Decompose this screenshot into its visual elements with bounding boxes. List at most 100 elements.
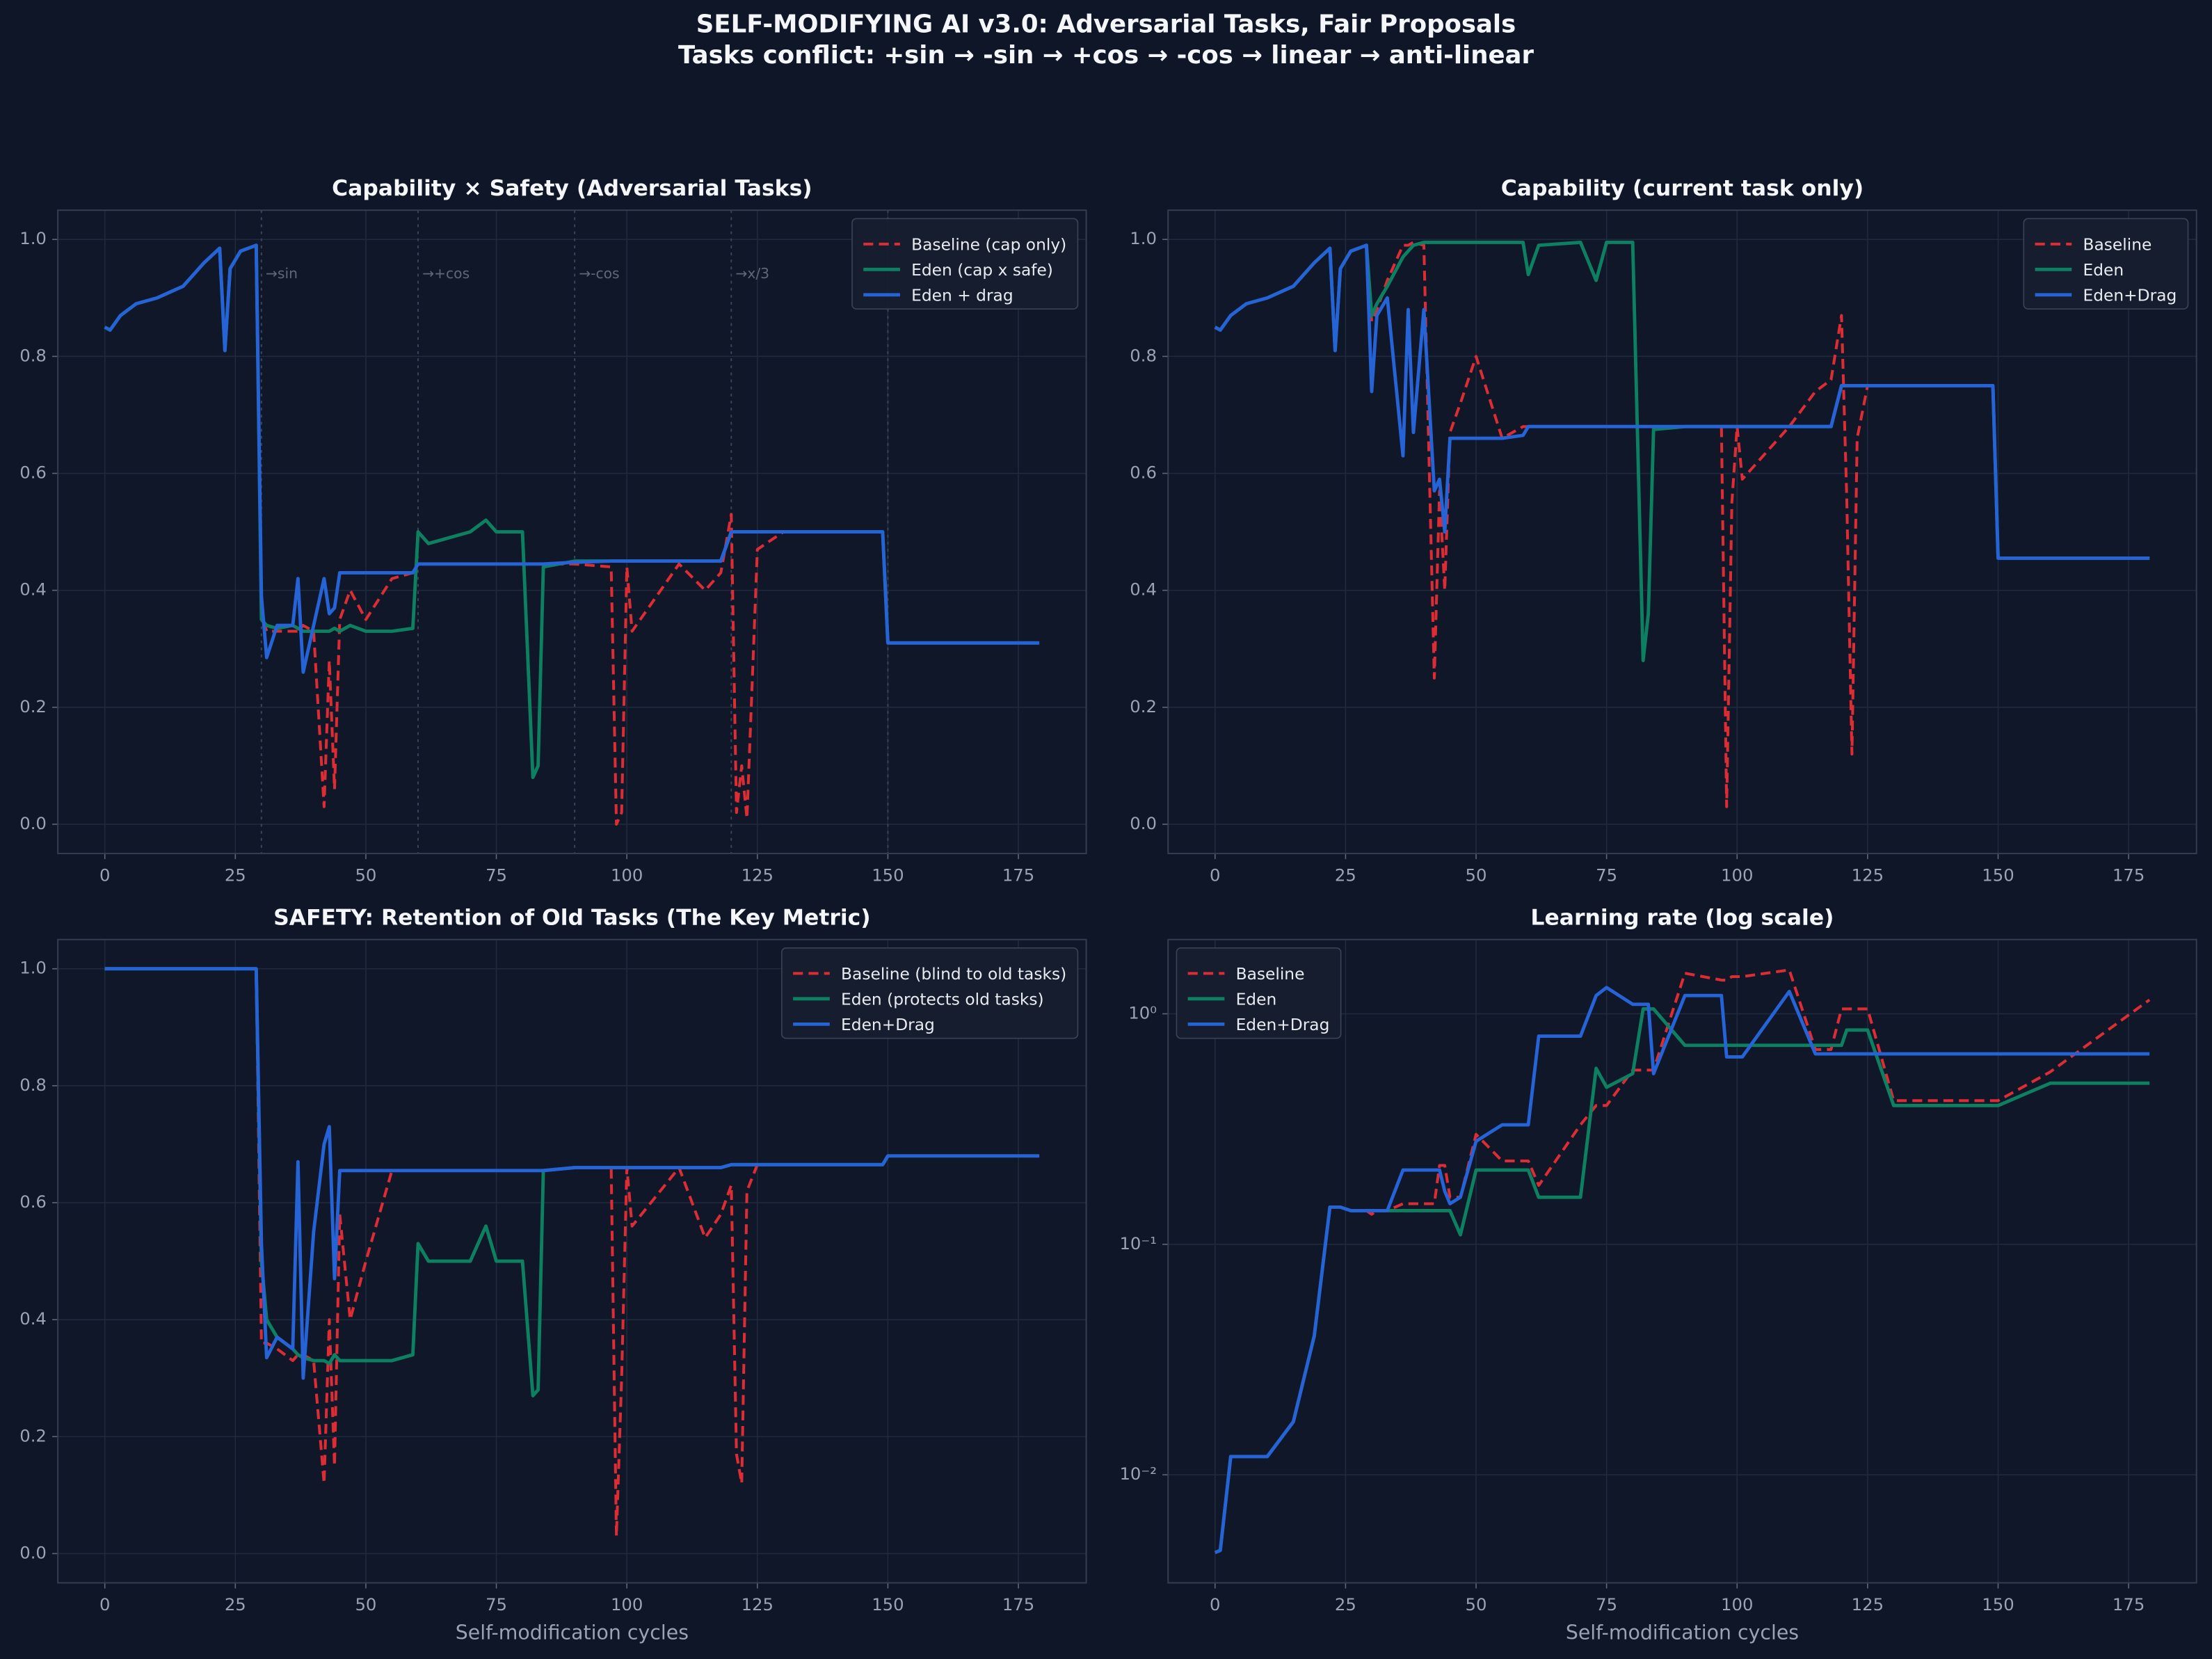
x-tick-label: 25	[1335, 1594, 1356, 1614]
legend-label: Baseline (cap only)	[911, 235, 1066, 254]
x-tick-label: 50	[355, 865, 376, 885]
legend: Baseline Eden Eden+Drag	[1176, 947, 1342, 1039]
x-tick-label: 50	[355, 1594, 376, 1614]
x-tick-label: 150	[1982, 865, 2014, 885]
series-line	[1214, 243, 2150, 560]
axes-frame	[57, 938, 1087, 1584]
y-tick-label: 10⁻¹	[1119, 1233, 1157, 1253]
y-tick-label: 1.0	[19, 228, 47, 248]
legend-label: Eden + drag	[911, 286, 1013, 305]
series-line	[104, 243, 1040, 674]
legend-box	[2023, 218, 2189, 310]
legend-label: Eden	[2083, 261, 2124, 280]
figure-subtitle: Tasks conflict: +sin → -sin → +cos → -co…	[678, 41, 1534, 70]
axes-background	[1168, 210, 2197, 853]
y-tick-label: 1.0	[19, 958, 47, 978]
y-tick-label: 0.6	[19, 463, 47, 483]
legend-box	[781, 947, 1079, 1039]
x-tick-label: 150	[872, 1594, 904, 1614]
x-tick-label: 150	[1982, 1594, 2014, 1614]
annotation: →+cos	[422, 265, 470, 282]
y-tick-label: 0.6	[19, 1192, 47, 1212]
x-tick-label: 100	[611, 865, 643, 885]
legend-label: Eden+Drag	[841, 1016, 935, 1034]
axes-background	[58, 210, 1087, 853]
x-tick-label: 75	[486, 1594, 507, 1614]
x-tick-label: 50	[1466, 865, 1487, 885]
x-tick-label: 0	[99, 1594, 110, 1614]
legend-label: Eden+Drag	[1236, 1016, 1330, 1034]
x-tick-label: 125	[1852, 865, 1884, 885]
x-tick-label: 125	[1852, 1594, 1884, 1614]
x-axis-label: Self-modification cycles	[456, 1621, 689, 1644]
y-tick-label: 0.6	[1130, 463, 1157, 483]
annotation: →sin	[266, 265, 298, 282]
x-tick-label: 175	[2113, 1594, 2145, 1614]
x-tick-label: 25	[1335, 865, 1356, 885]
subplot: 0.0 0.2 0.4 0.6 0.8 1.0 0 25 50 75 100 125 150 175 SAF…	[19, 905, 1087, 1644]
y-tick-label: 0.0	[1130, 813, 1157, 833]
axes-title: SAFETY: Retention of Old Tasks (The Key …	[273, 905, 870, 930]
legend: Baseline (cap only) Eden (cap x safe) Eden…	[851, 218, 1079, 310]
legend-box	[1176, 947, 1342, 1039]
y-tick-label: 10⁻²	[1119, 1464, 1157, 1484]
y-tick-label: 1.0	[1130, 228, 1157, 248]
y-tick-label: 0.4	[19, 579, 47, 600]
legend-label: Eden	[1236, 990, 1277, 1009]
legend: Baseline (blind to old tasks) Eden (prote…	[781, 947, 1079, 1039]
y-tick-label: 0.8	[19, 1075, 47, 1095]
x-tick-label: 175	[1002, 865, 1034, 885]
x-tick-label: 50	[1466, 1594, 1487, 1614]
axes-title: Capability × Safety (Adversarial Tasks)	[332, 176, 812, 201]
y-tick-label: 0.2	[1130, 696, 1157, 716]
y-tick-label: 10⁰	[1128, 1002, 1157, 1023]
legend-label: Baseline	[1236, 965, 1305, 984]
axes-frame	[1167, 938, 2197, 1584]
x-tick-label: 75	[1596, 1594, 1617, 1614]
x-tick-label: 0	[1210, 865, 1220, 885]
y-tick-label: 0.8	[1130, 345, 1157, 365]
y-tick-label: 0.4	[19, 1308, 47, 1329]
axes-frame	[57, 209, 1087, 854]
axes-title: Learning rate (log scale)	[1530, 905, 1834, 930]
x-tick-label: 175	[2113, 865, 2145, 885]
x-tick-label: 75	[1596, 865, 1617, 885]
series-line	[104, 967, 1040, 1380]
x-tick-label: 125	[742, 1594, 774, 1614]
legend-label: Eden (cap x safe)	[911, 261, 1053, 280]
legend-label: Baseline (blind to old tasks)	[841, 965, 1066, 984]
subplot: 0.0 0.2 0.4 0.6 0.8 1.0 0 25 50 75 100 125 150 175 →si…	[19, 176, 1087, 885]
legend-label: Eden (protects old tasks)	[841, 990, 1044, 1009]
x-tick-label: 125	[742, 865, 774, 885]
series-line	[1214, 986, 2150, 1555]
y-tick-label: 0.0	[19, 813, 47, 833]
axes-frame	[1167, 209, 2197, 854]
subplot: 10⁻² 10⁻¹ 10⁰ 0 25 50 75 100 125 150 175 Learning r…	[1119, 905, 2197, 1644]
legend-label: Baseline	[2083, 235, 2151, 254]
y-tick-label: 0.4	[1130, 579, 1157, 600]
x-tick-label: 100	[1721, 865, 1753, 885]
y-tick-label: 0.8	[19, 345, 47, 365]
legend: Baseline Eden Eden+Drag	[2023, 218, 2189, 310]
x-tick-label: 0	[99, 865, 110, 885]
subplot: 0.0 0.2 0.4 0.6 0.8 1.0 0 25 50 75 100 125 150 175 Cap…	[1130, 176, 2197, 885]
legend-box	[851, 218, 1079, 310]
x-tick-label: 25	[225, 865, 246, 885]
axes-background	[58, 939, 1087, 1583]
x-tick-label: 25	[225, 1594, 246, 1614]
x-tick-label: 175	[1002, 1594, 1034, 1614]
x-tick-label: 75	[486, 865, 507, 885]
y-tick-label: 0.0	[19, 1542, 47, 1562]
x-tick-label: 0	[1210, 1594, 1220, 1614]
axes-title: Capability (current task only)	[1501, 176, 1864, 201]
x-axis-label: Self-modification cycles	[1566, 1621, 1799, 1644]
y-tick-label: 0.2	[19, 696, 47, 716]
x-tick-label: 100	[1721, 1594, 1753, 1614]
figure-title: SELF-MODIFYING AI v3.0: Adversarial Task…	[696, 10, 1516, 39]
legend-label: Eden+Drag	[2083, 286, 2177, 305]
x-tick-label: 150	[872, 865, 904, 885]
annotation: →x/3	[735, 265, 769, 282]
annotation: →-cos	[579, 265, 619, 282]
